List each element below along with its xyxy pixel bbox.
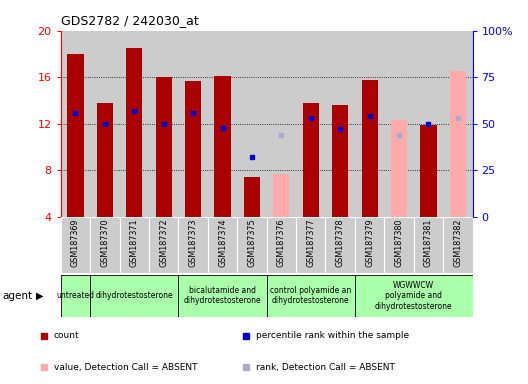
Text: count: count [54, 331, 79, 340]
Text: GSM187381: GSM187381 [424, 218, 433, 267]
Text: GSM187379: GSM187379 [365, 218, 374, 267]
Bar [61, 31, 90, 217]
Text: WGWWCW
polyamide and
dihydrotestosterone: WGWWCW polyamide and dihydrotestosterone [375, 281, 452, 311]
Bar [149, 217, 178, 273]
Text: GSM187380: GSM187380 [394, 218, 403, 267]
Bar [362, 79, 378, 217]
Bar [237, 31, 267, 217]
Bar [178, 31, 208, 217]
Bar [355, 31, 384, 217]
Text: GSM187377: GSM187377 [306, 218, 315, 267]
Text: GSM187371: GSM187371 [130, 218, 139, 267]
Text: dihydrotestosterone: dihydrotestosterone [96, 291, 173, 300]
Bar [90, 31, 119, 217]
Bar [420, 125, 437, 217]
Text: GSM187373: GSM187373 [188, 218, 197, 267]
Text: rank, Detection Call = ABSENT: rank, Detection Call = ABSENT [256, 362, 394, 372]
Text: agent: agent [3, 291, 33, 301]
Bar [214, 76, 231, 217]
Text: GSM187369: GSM187369 [71, 218, 80, 267]
Bar [325, 217, 355, 273]
Bar [90, 275, 178, 317]
Bar [443, 31, 473, 217]
Text: percentile rank within the sample: percentile rank within the sample [256, 331, 409, 340]
Bar [237, 217, 267, 273]
Bar [274, 174, 289, 217]
Bar [332, 105, 348, 217]
Bar [178, 217, 208, 273]
Bar [185, 81, 201, 217]
Bar [450, 71, 466, 217]
Bar [384, 217, 414, 273]
Text: GSM187372: GSM187372 [159, 218, 168, 267]
Bar [267, 275, 355, 317]
Bar [68, 54, 83, 217]
Bar [119, 217, 149, 273]
Bar [391, 120, 407, 217]
Bar [97, 103, 113, 217]
Bar [443, 217, 473, 273]
Bar [149, 31, 178, 217]
Text: GSM187382: GSM187382 [454, 218, 463, 267]
Bar [325, 31, 355, 217]
Bar [296, 217, 325, 273]
Bar [61, 217, 90, 273]
Bar [355, 217, 384, 273]
Bar [119, 31, 149, 217]
Bar [208, 217, 237, 273]
Bar [414, 31, 443, 217]
Text: GDS2782 / 242030_at: GDS2782 / 242030_at [61, 14, 199, 27]
Bar [267, 217, 296, 273]
Text: GSM187370: GSM187370 [100, 218, 109, 267]
Bar [244, 177, 260, 217]
Text: GSM187374: GSM187374 [218, 218, 227, 267]
Text: bicalutamide and
dihydrotestosterone: bicalutamide and dihydrotestosterone [184, 286, 261, 305]
Bar [303, 103, 319, 217]
Text: ▶: ▶ [36, 291, 43, 301]
Bar [126, 48, 143, 217]
Text: GSM187375: GSM187375 [248, 218, 257, 267]
Bar [156, 77, 172, 217]
Text: untreated: untreated [56, 291, 95, 300]
Bar [296, 31, 325, 217]
Text: value, Detection Call = ABSENT: value, Detection Call = ABSENT [54, 362, 197, 372]
Text: GSM187376: GSM187376 [277, 218, 286, 267]
Bar [414, 217, 443, 273]
Text: GSM187378: GSM187378 [336, 218, 345, 267]
Text: control polyamide an
dihydrotestosterone: control polyamide an dihydrotestosterone [270, 286, 352, 305]
Bar [90, 217, 119, 273]
Bar [61, 275, 90, 317]
Bar [355, 275, 473, 317]
Bar [208, 31, 237, 217]
Bar [267, 31, 296, 217]
Bar [384, 31, 414, 217]
Bar [178, 275, 267, 317]
